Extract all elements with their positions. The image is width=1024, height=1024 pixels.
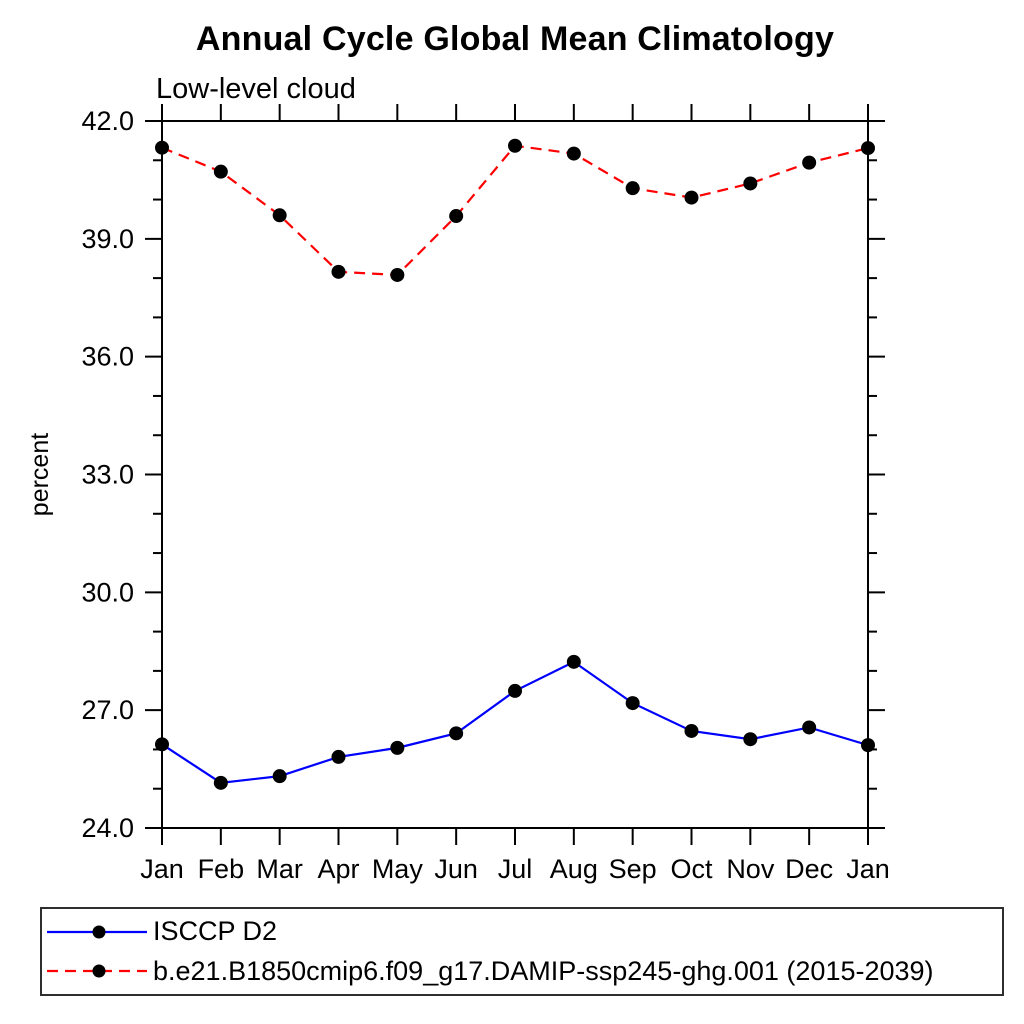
- legend-label-isccp-d2: ISCCP D2: [153, 916, 278, 947]
- plot-box: [161, 120, 869, 829]
- y-tick-label: 36.0: [81, 342, 134, 372]
- data-point-marker: [743, 732, 758, 747]
- y-tick-label: 39.0: [81, 224, 134, 254]
- y-tick-label: 33.0: [81, 460, 134, 490]
- data-point-marker: [684, 723, 699, 738]
- legend-sample-marker: [92, 964, 106, 978]
- x-tick-label: Feb: [198, 854, 245, 884]
- data-point-marker: [743, 176, 758, 191]
- x-tick-label: May: [372, 854, 424, 884]
- data-point-marker: [272, 769, 287, 784]
- data-point-marker: [155, 140, 169, 155]
- x-tick-label: Jan: [140, 854, 184, 884]
- data-point-marker: [625, 696, 640, 711]
- x-tick-label: Aug: [550, 854, 598, 884]
- data-point-marker: [272, 208, 287, 223]
- x-tick-label: Apr: [317, 854, 359, 884]
- legend-line-sample-solid-icon: [47, 925, 147, 939]
- data-point-marker: [449, 726, 464, 741]
- data-point-marker: [802, 155, 817, 170]
- legend-sample-marker: [92, 925, 106, 939]
- legend-item-model-run: b.e21.B1850cmip6.f09_g17.DAMIP-ssp245-gh…: [46, 954, 1002, 988]
- data-point-marker: [390, 740, 405, 755]
- data-point-marker: [331, 264, 346, 279]
- legend-label-model-run: b.e21.B1850cmip6.f09_g17.DAMIP-ssp245-gh…: [153, 955, 934, 986]
- x-tick-label: Jun: [434, 854, 478, 884]
- data-point-marker: [508, 683, 522, 698]
- x-tick-label: Jul: [498, 854, 533, 884]
- y-tick-label: 27.0: [81, 695, 134, 725]
- y-tick-label: 42.0: [81, 106, 134, 136]
- data-point-marker: [390, 267, 405, 282]
- data-point-marker: [625, 181, 640, 196]
- x-tick-label: Dec: [785, 854, 833, 884]
- data-point-marker: [566, 146, 581, 161]
- data-point-marker: [331, 749, 346, 764]
- legend-line-sample-dashed-icon: [47, 964, 147, 978]
- x-tick-label: Sep: [609, 854, 657, 884]
- series-line-1: [161, 144, 869, 277]
- data-point-marker: [213, 164, 228, 179]
- data-point-marker: [449, 209, 464, 224]
- series-line-0: [161, 660, 869, 784]
- data-point-marker: [802, 720, 817, 735]
- legend: ISCCP D2 b.e21.B1850cmip6.f09_g17.DAMIP-…: [40, 907, 1004, 996]
- x-tick-label: Jan: [846, 854, 890, 884]
- x-tick-label: Mar: [256, 854, 303, 884]
- chart-title: Annual Cycle Global Mean Climatology: [195, 20, 835, 58]
- chart-subtitle: Low-level cloud: [156, 73, 356, 105]
- data-point-marker: [861, 738, 875, 753]
- data-point-marker: [861, 141, 875, 156]
- data-point-marker: [155, 737, 169, 752]
- data-point-marker: [213, 775, 228, 790]
- y-axis-label: percent: [26, 433, 54, 516]
- x-tick-label: Oct: [670, 854, 713, 884]
- data-point-marker: [508, 138, 522, 153]
- legend-item-isccp-d2: ISCCP D2: [46, 915, 1002, 949]
- data-point-marker: [566, 654, 581, 669]
- y-tick-label: 30.0: [81, 577, 134, 607]
- x-tick-label: Nov: [726, 854, 775, 884]
- y-tick-label: 24.0: [81, 813, 134, 843]
- data-point-marker: [684, 190, 699, 205]
